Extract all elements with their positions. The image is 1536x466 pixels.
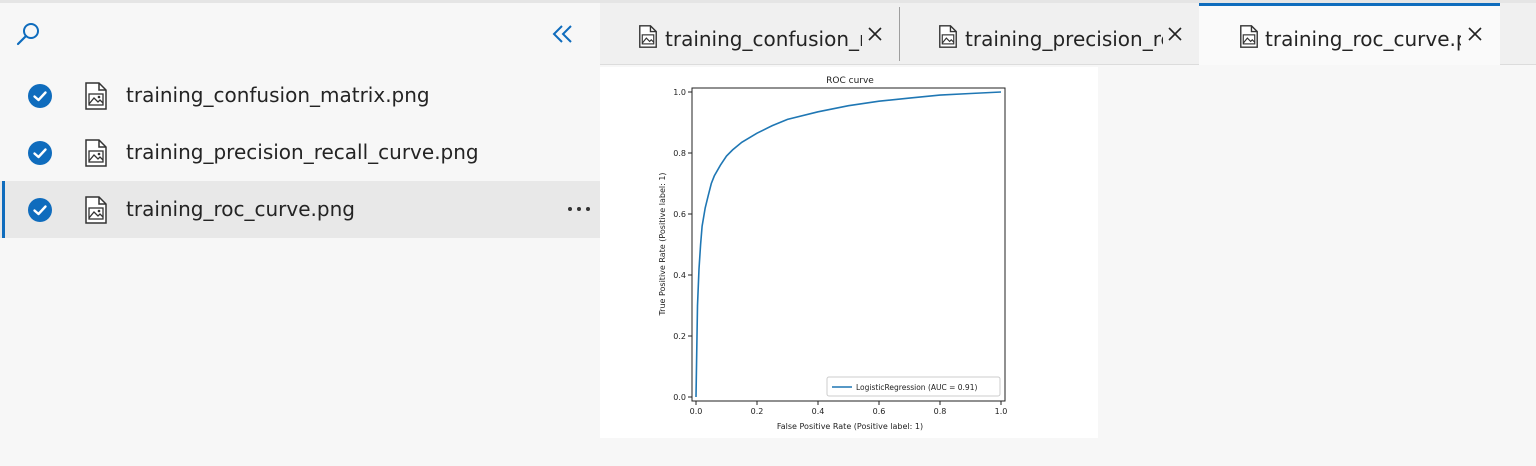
series-line-logisticregression [695, 91, 1002, 398]
y-axis-label: True Positive Rate (Positive label: 1) [658, 172, 667, 316]
legend-label: LogisticRegression (AUC = 0.91) [856, 383, 977, 392]
plot-area [691, 87, 1006, 402]
tab-separator [899, 7, 900, 61]
y-tick-label: 0.4 [673, 271, 686, 280]
collapse-sidebar-icon[interactable] [550, 21, 578, 49]
x-tick-label: 0.6 [873, 407, 886, 416]
image-file-icon [638, 25, 658, 48]
close-icon[interactable] [867, 26, 883, 42]
check-circle-icon[interactable] [28, 84, 52, 108]
y-tick-label: 0.6 [673, 210, 686, 219]
top-border [0, 0, 1536, 3]
y-tick-label: 0.2 [673, 332, 686, 341]
close-icon[interactable] [1467, 26, 1483, 42]
tab-training-roc-curve[interactable]: training_roc_curve.png [1199, 3, 1500, 65]
file-row-training-roc-curve[interactable]: training_roc_curve.png [0, 181, 600, 238]
image-file-icon [84, 82, 108, 110]
image-viewer: ROC curve 0.0 0.2 0.4 0.6 0.8 1.0 0.0 0.2 0.4 0.… [600, 67, 1098, 438]
roc-chart: ROC curve 0.0 0.2 0.4 0.6 0.8 1.0 0.0 0.2 0.4 0.… [658, 76, 1008, 431]
x-tick-label: 1.0 [995, 407, 1008, 416]
more-options-icon[interactable] [566, 201, 592, 215]
file-list: training_confusion_matrix.png training_p… [0, 67, 600, 238]
legend: LogisticRegression (AUC = 0.91) [826, 376, 1001, 397]
close-icon[interactable] [1167, 26, 1183, 42]
image-file-icon [84, 139, 108, 167]
x-tick-label: 0.0 [690, 407, 703, 416]
check-circle-icon[interactable] [28, 198, 52, 222]
y-tick-label: 1.0 [673, 88, 686, 97]
file-sidebar: training_confusion_matrix.png training_p… [0, 3, 600, 466]
image-file-icon [1239, 25, 1259, 48]
tab-bar: training_confusion_matrix.png training_p… [600, 3, 1536, 65]
file-name: training_precision_recall_curve.png [126, 140, 479, 164]
sidebar-header [0, 3, 600, 63]
search-icon[interactable] [14, 19, 44, 49]
file-row-training-precision-recall-curve[interactable]: training_precision_recall_curve.png [0, 124, 600, 181]
x-tick-label: 0.8 [934, 407, 947, 416]
image-file-icon [938, 25, 958, 48]
chart-title: ROC curve [826, 76, 874, 86]
x-tick-label: 0.2 [751, 407, 764, 416]
file-row-training-confusion-matrix[interactable]: training_confusion_matrix.png [0, 67, 600, 124]
tab-label: training_confusion_matrix.png [665, 27, 862, 51]
tab-training-confusion-matrix[interactable]: training_confusion_matrix.png [600, 3, 898, 65]
tab-label: training_precision_recall_curve.png [965, 27, 1163, 51]
file-name: training_confusion_matrix.png [126, 83, 430, 107]
x-tick-label: 0.4 [812, 407, 825, 416]
legend-box [826, 376, 1001, 397]
check-circle-icon[interactable] [28, 141, 52, 165]
file-name: training_roc_curve.png [126, 197, 355, 221]
tab-label: training_roc_curve.png [1265, 27, 1461, 51]
y-tick-label: 0.8 [673, 149, 686, 158]
image-file-icon [84, 196, 108, 224]
x-axis-label: False Positive Rate (Positive label: 1) [777, 422, 923, 431]
y-tick-label: 0.0 [673, 393, 686, 402]
tab-training-precision-recall-curve[interactable]: training_precision_recall_curve.png [900, 3, 1198, 65]
